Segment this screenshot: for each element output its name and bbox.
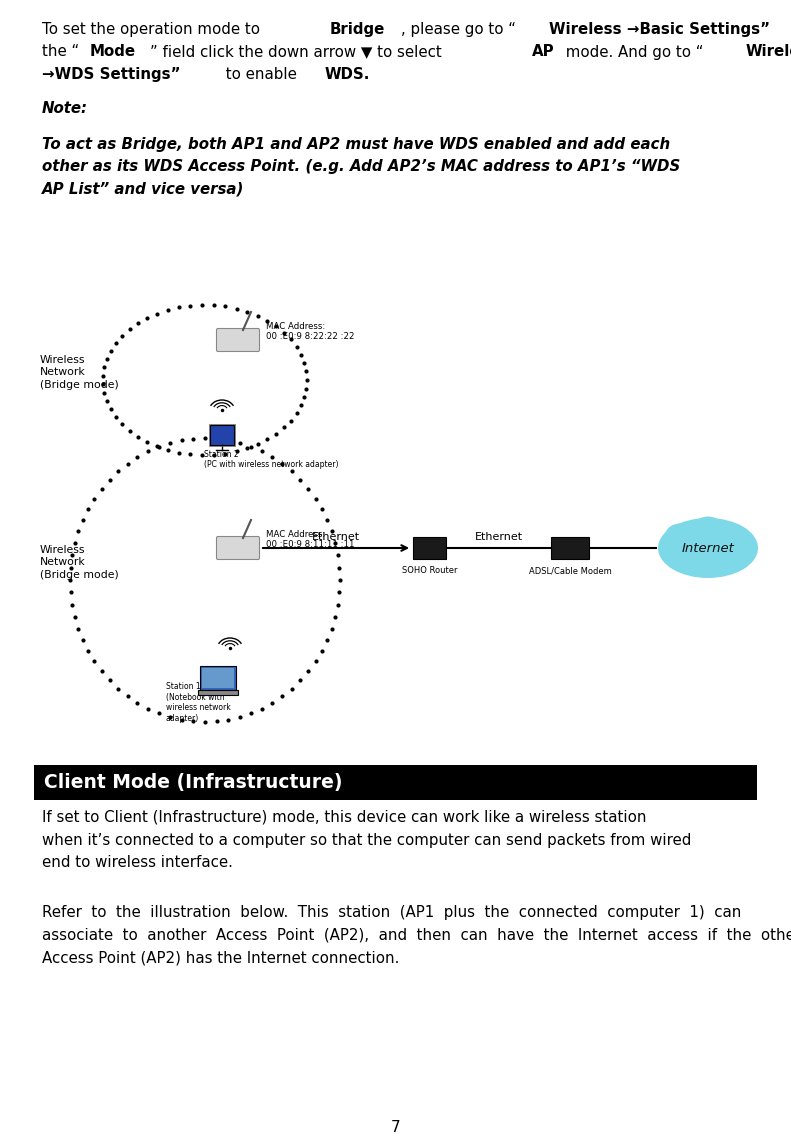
Text: ” field click the down arrow ▼ to select: ” field click the down arrow ▼ to select [149,45,446,59]
Text: to enable: to enable [221,67,301,82]
Text: Refer  to  the  illustration  below.  This  station  (AP1  plus  the  connected : Refer to the illustration below. This st… [42,905,741,920]
Bar [202,668,234,688]
FancyBboxPatch shape [217,536,259,560]
Text: Bridge: Bridge [329,22,384,37]
Ellipse shape [658,518,758,578]
Text: SOHO Router: SOHO Router [403,566,458,575]
Text: associate  to  another  Access  Point  (AP2),  and  then  can  have  the  Intern: associate to another Access Point (AP2),… [42,928,791,943]
Text: AP List” and vice versa): AP List” and vice versa) [42,182,244,197]
Text: →WDS Settings”: →WDS Settings” [42,67,180,82]
Text: MAC Address:
00 :E0:9 8:11:11 :11: MAC Address: 00 :E0:9 8:11:11 :11 [266,530,354,550]
Text: If set to Client (Infrastructure) mode, this device can work like a wireless sta: If set to Client (Infrastructure) mode, … [42,810,646,825]
Ellipse shape [722,527,750,549]
Text: Wireless: Wireless [745,45,791,59]
Text: To set the operation mode to: To set the operation mode to [42,22,265,37]
Text: To act as Bridge, both AP1 and AP2 must have WDS enabled and add each: To act as Bridge, both AP1 and AP2 must … [42,137,670,152]
Text: ADSL/Cable Modem: ADSL/Cable Modem [528,566,611,575]
Text: other as its WDS Access Point. (e.g. Add AP2’s MAC address to AP1’s “WDS: other as its WDS Access Point. (e.g. Add… [42,159,680,174]
Ellipse shape [735,539,757,560]
Text: Mode: Mode [90,45,136,59]
Text: mode. And go to “: mode. And go to “ [562,45,704,59]
Text: Station 1
(Notebook with
wireless network
adapter): Station 1 (Notebook with wireless networ… [166,682,231,724]
Bar [551,537,589,559]
Text: Wireless
Network
(Bridge mode): Wireless Network (Bridge mode) [40,355,119,390]
Bar [209,424,235,446]
Text: Wireless
Network
(Bridge mode): Wireless Network (Bridge mode) [40,545,119,580]
Text: Access Point (AP2) has the Internet connection.: Access Point (AP2) has the Internet conn… [42,951,399,966]
Text: end to wireless interface.: end to wireless interface. [42,855,233,870]
Text: when it’s connected to a computer so that the computer can send packets from wir: when it’s connected to a computer so tha… [42,832,691,847]
Bar [34,765,757,800]
Text: MAC Address:
00 :E0:9 8:22:22 :22: MAC Address: 00 :E0:9 8:22:22 :22 [266,322,354,342]
Ellipse shape [659,539,681,560]
Text: WDS.: WDS. [325,67,370,82]
Text: AP: AP [532,45,554,59]
Text: Station 2
(PC with wireless network adapter): Station 2 (PC with wireless network adap… [204,450,339,470]
Text: 7: 7 [391,1120,400,1135]
Text: Ethernet: Ethernet [312,531,360,542]
Text: Internet: Internet [682,542,734,554]
Text: the “: the “ [42,45,79,59]
FancyBboxPatch shape [217,328,259,352]
Text: Wireless →Basic Settings”: Wireless →Basic Settings” [549,22,770,37]
Text: Client Mode (Infrastructure): Client Mode (Infrastructure) [44,773,343,792]
Bar [200,666,236,690]
Text: , please go to “: , please go to “ [401,22,516,37]
Text: Note:: Note: [42,101,88,115]
Ellipse shape [692,517,724,544]
Text: Ethernet: Ethernet [475,531,523,542]
Bar [198,690,238,695]
Bar [210,425,234,445]
Bar [414,537,446,559]
Ellipse shape [665,523,695,549]
